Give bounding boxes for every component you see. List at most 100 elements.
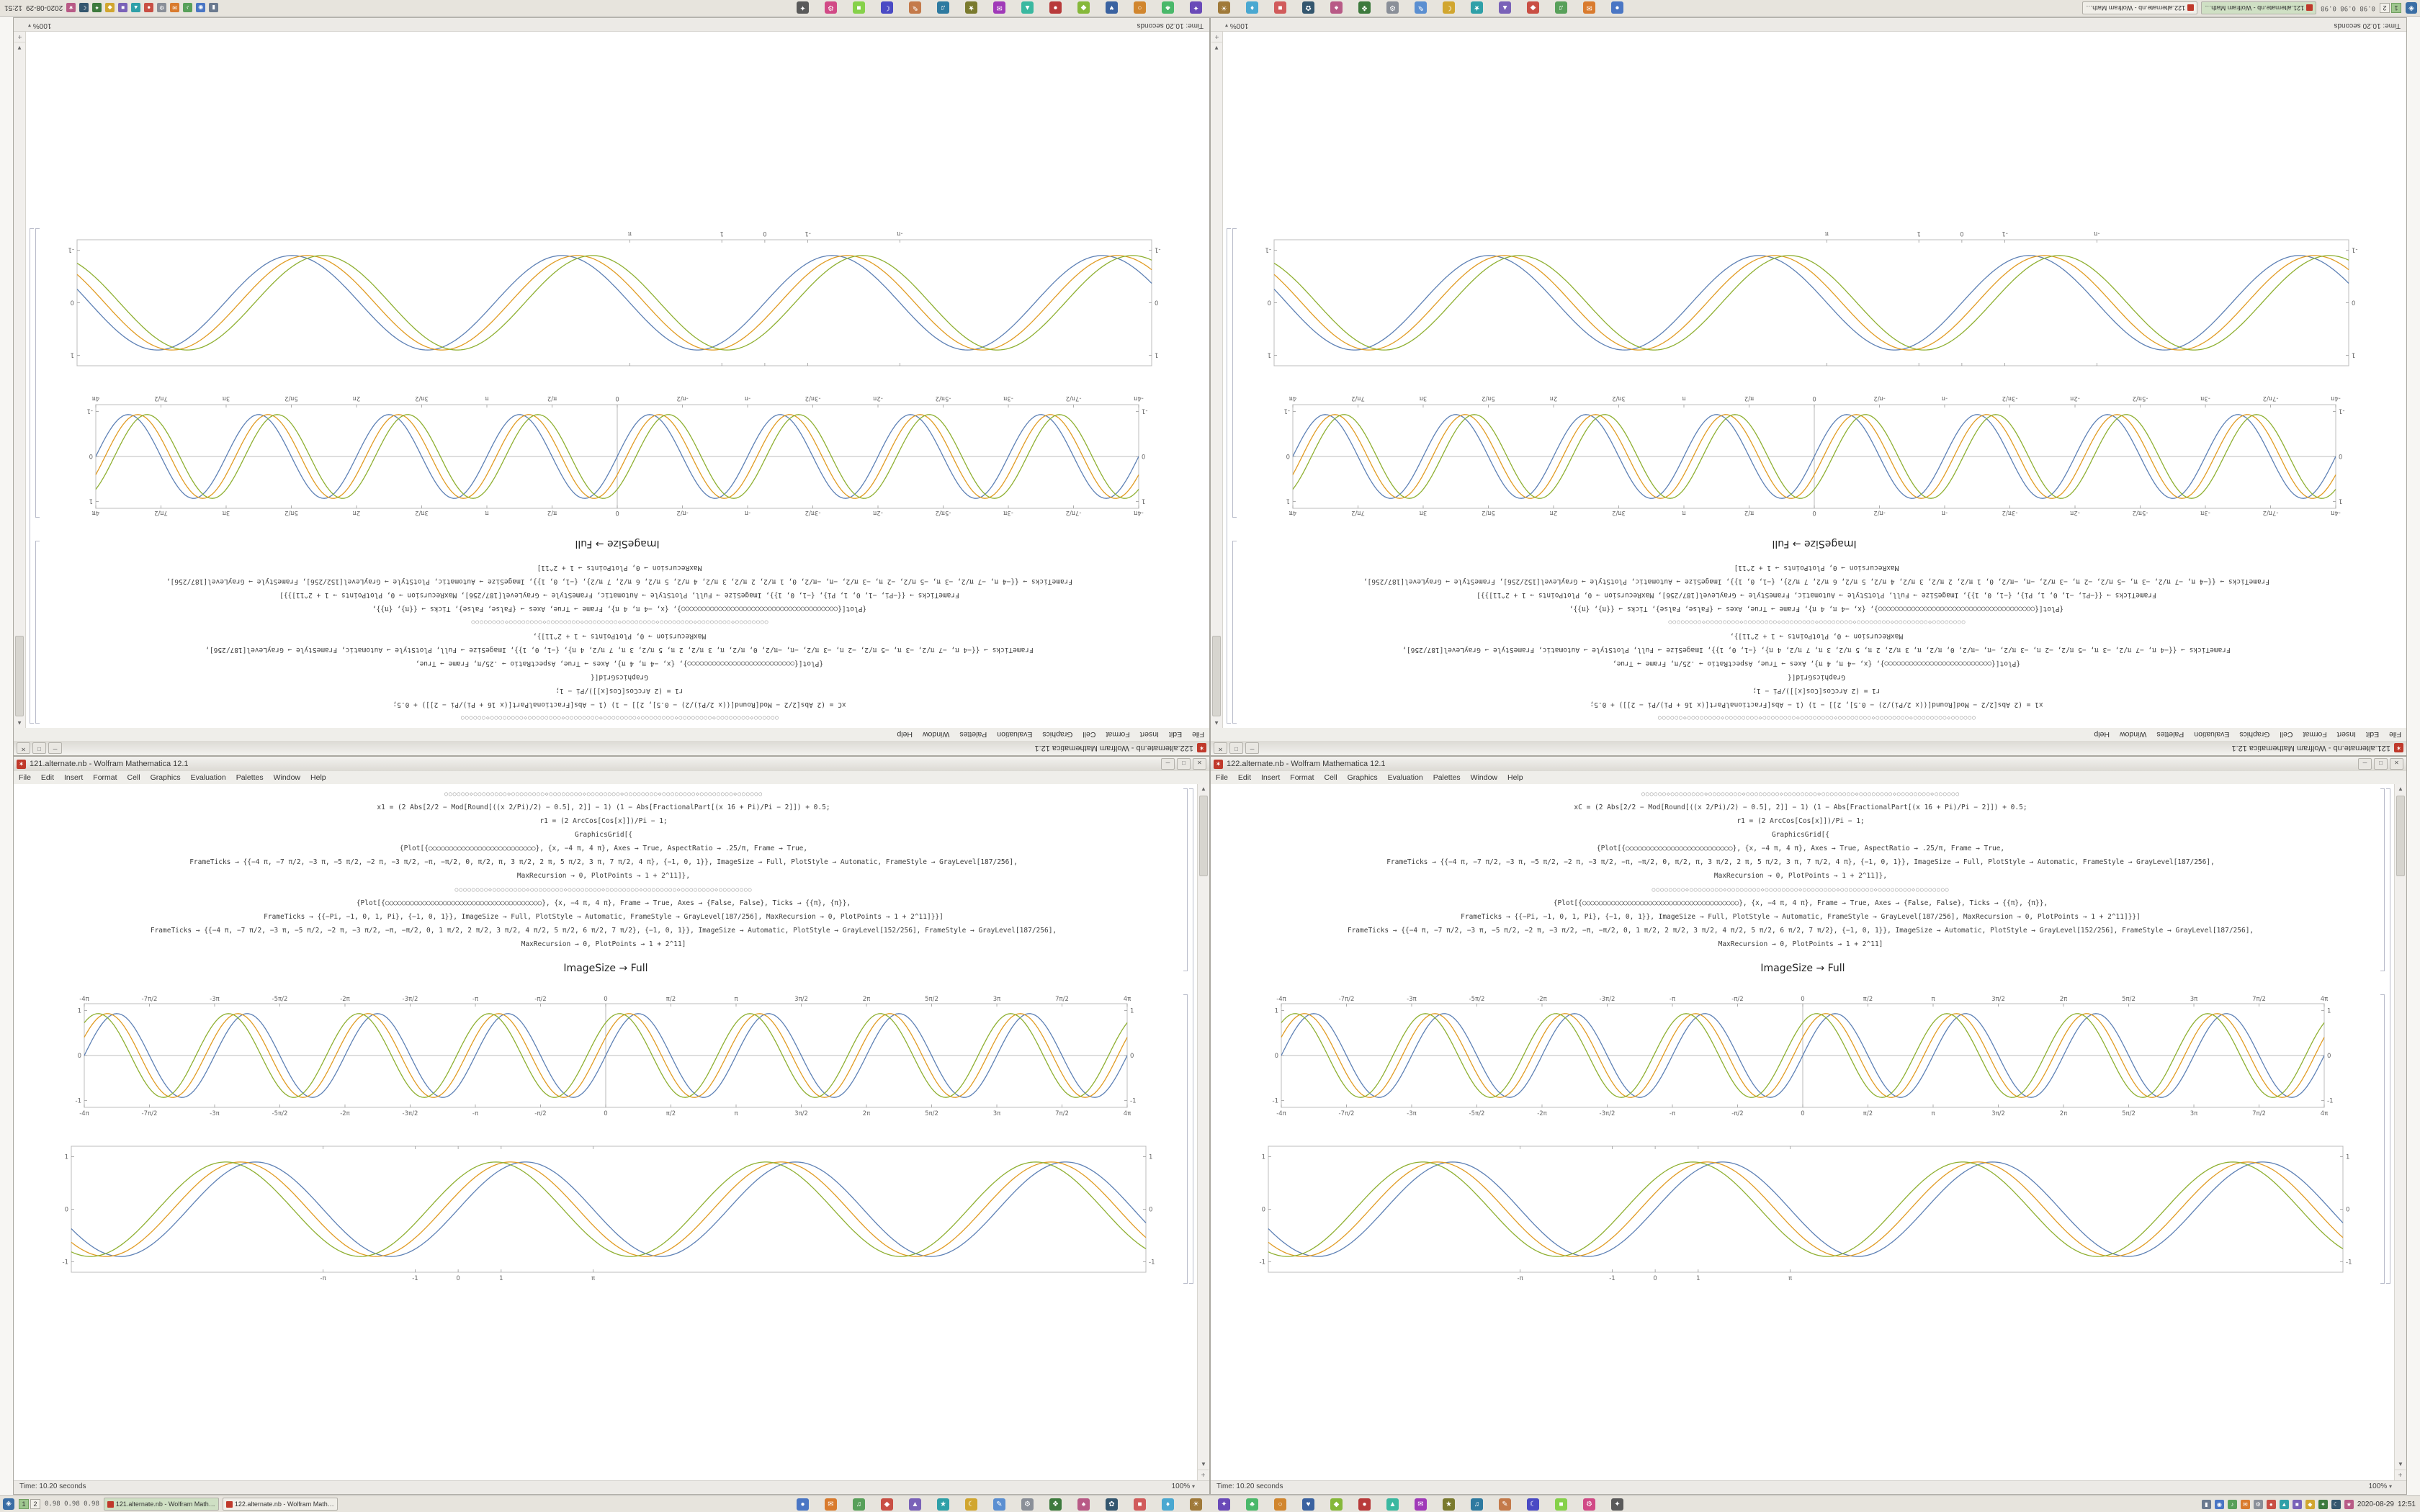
zoom-level[interactable]: 100% ▾ — [2369, 1482, 2392, 1490]
maximize-button[interactable]: □ — [1177, 758, 1191, 770]
cell-bracket[interactable] — [35, 228, 40, 518]
scrollbar-thumb[interactable] — [2396, 796, 2405, 876]
launcher-icon[interactable]: ♣ — [1162, 1, 1174, 14]
menu-help[interactable]: Help — [310, 773, 326, 782]
launcher-icon[interactable]: ✉ — [993, 1, 1005, 14]
notebook-content[interactable]: ○○○○○○◇○○○○○○○○◇○○○○○○○○◇○○○○○○○○◇○○○○○○… — [14, 784, 1209, 1481]
scroll-down-arrow[interactable]: ▼ — [1214, 45, 1219, 51]
menu-cell[interactable]: Cell — [127, 773, 140, 782]
tray-icon[interactable]: ✉ — [2240, 1499, 2250, 1509]
start-menu-icon[interactable]: ◈ — [3, 1498, 14, 1510]
tray-icon[interactable]: ✦ — [2318, 1499, 2328, 1509]
cell-group-bracket[interactable] — [30, 228, 34, 724]
scroll-up-arrow[interactable]: ▲ — [1214, 720, 1219, 726]
clock-time[interactable]: 12:51 — [2397, 1500, 2416, 1508]
menu-window[interactable]: Window — [2119, 730, 2147, 739]
menu-format[interactable]: Format — [1106, 730, 1130, 739]
launcher-icon[interactable]: ◆ — [1077, 1, 1090, 14]
scroll-up-arrow[interactable]: ▲ — [1201, 786, 1206, 792]
zoom-level[interactable]: 100% ▾ — [1172, 1482, 1195, 1490]
launcher-icon[interactable]: ☾ — [881, 1, 893, 14]
launcher-icon[interactable]: ▲ — [1499, 1, 1511, 14]
scrollbar-thumb[interactable] — [1199, 796, 1208, 876]
launcher-icon[interactable]: ★ — [1471, 1, 1483, 14]
menu-help[interactable]: Help — [1507, 773, 1523, 782]
workspace-button[interactable]: 2 — [2380, 3, 2390, 13]
launcher-icon[interactable]: ★ — [937, 1498, 949, 1511]
cell-group-bracket[interactable] — [2386, 788, 2390, 1284]
menu-graphics[interactable]: Graphics — [150, 773, 181, 782]
code-cell[interactable]: ○○○○○○◇○○○○○○○○◇○○○○○○○○◇○○○○○○○○◇○○○○○○… — [1263, 561, 2370, 725]
cell-bracket[interactable] — [2380, 788, 2385, 971]
launcher-icon[interactable]: ■ — [1555, 1498, 1567, 1511]
code-cell[interactable]: ○○○○○○◇○○○○○○○○◇○○○○○○○○◇○○○○○○○○◇○○○○○○… — [1247, 787, 2354, 951]
minimize-button[interactable]: ─ — [1245, 742, 1259, 754]
menu-evaluation[interactable]: Evaluation — [1387, 773, 1423, 782]
menu-insert[interactable]: Insert — [2336, 730, 2356, 739]
code-cell[interactable]: ○○○○○○◇○○○○○○○○◇○○○○○○○○◇○○○○○○○○◇○○○○○○… — [50, 787, 1157, 951]
menu-cell[interactable]: Cell — [1324, 773, 1337, 782]
window-titlebar[interactable]: ✶ 121.alternate.nb - Wolfram Mathematica… — [14, 757, 1209, 772]
menu-insert[interactable]: Insert — [1139, 730, 1159, 739]
tray-icon[interactable]: ◆ — [105, 3, 115, 13]
menu-edit[interactable]: Edit — [2365, 730, 2380, 739]
launcher-icon[interactable]: ⚙ — [825, 1, 837, 14]
launcher-icon[interactable]: ☀ — [1190, 1498, 1202, 1511]
minimize-button[interactable]: ─ — [2358, 758, 2372, 770]
launcher-icon[interactable]: ● — [1049, 1, 1062, 14]
launcher-icon[interactable]: ○ — [1274, 1498, 1286, 1511]
notebook-content[interactable]: ○○○○○○◇○○○○○○○○◇○○○○○○○○◇○○○○○○○○◇○○○○○○… — [14, 31, 1209, 728]
launcher-icon[interactable]: ♠ — [1330, 1, 1343, 14]
menu-palettes[interactable]: Palettes — [1433, 773, 1461, 782]
magnify-plus-button[interactable]: + — [1211, 31, 1222, 42]
menu-graphics[interactable]: Graphics — [1042, 730, 1073, 739]
launcher-icon[interactable]: ◆ — [881, 1498, 893, 1511]
scroll-up-arrow[interactable]: ▲ — [17, 720, 22, 726]
cell-bracket[interactable] — [1232, 228, 1237, 518]
launcher-icon[interactable]: ✉ — [825, 1498, 837, 1511]
launcher-icon[interactable]: ♫ — [1555, 1, 1567, 14]
cell-bracket[interactable] — [1183, 994, 1188, 1284]
start-menu-icon[interactable]: ◈ — [2406, 2, 2417, 14]
launcher-icon[interactable]: ● — [1611, 1, 1623, 14]
launcher-icon[interactable]: ✎ — [909, 1, 921, 14]
menu-format[interactable]: Format — [1290, 773, 1314, 782]
vertical-scrollbar[interactable]: ▲ ▼ + — [1197, 784, 1209, 1481]
workspace-button[interactable]: 1 — [2391, 3, 2401, 13]
magnify-plus-button[interactable]: + — [1198, 1470, 1209, 1481]
tray-icon[interactable]: ✉ — [170, 3, 180, 13]
menu-file[interactable]: File — [2389, 730, 2401, 739]
launcher-icon[interactable]: ✦ — [1190, 1, 1202, 14]
menu-file[interactable]: File — [19, 773, 31, 782]
menu-graphics[interactable]: Graphics — [1347, 773, 1378, 782]
cell-bracket[interactable] — [2380, 994, 2385, 1284]
close-button[interactable]: ✕ — [2390, 758, 2403, 770]
vertical-scrollbar[interactable]: ▲ ▼ + — [14, 31, 26, 728]
workspace-button[interactable]: 2 — [30, 1499, 40, 1509]
launcher-icon[interactable]: ✦ — [1218, 1498, 1230, 1511]
menu-format[interactable]: Format — [2303, 730, 2327, 739]
launcher-icon[interactable]: ♦ — [1162, 1498, 1174, 1511]
tray-icon[interactable]: ▲ — [2279, 1499, 2289, 1509]
menu-window[interactable]: Window — [273, 773, 301, 782]
launcher-icon[interactable]: ⚙ — [1583, 1498, 1595, 1511]
tray-icon[interactable]: ⚙ — [2253, 1499, 2263, 1509]
tray-icon[interactable]: ▮ — [209, 3, 219, 13]
launcher-icon[interactable]: ▲ — [1021, 1, 1034, 14]
maximize-button[interactable]: □ — [1229, 742, 1243, 754]
menu-format[interactable]: Format — [93, 773, 117, 782]
menu-help[interactable]: Help — [2094, 730, 2110, 739]
menu-cell[interactable]: Cell — [1083, 730, 1096, 739]
launcher-icon[interactable]: ☾ — [1527, 1498, 1539, 1511]
scrollbar-thumb[interactable] — [1212, 636, 1221, 716]
cell-bracket[interactable] — [1232, 541, 1237, 724]
taskbar-window-button[interactable]: 121.alternate.nb - Wolfram Mathematica 1… — [2201, 1, 2317, 14]
notebook-content[interactable]: ○○○○○○◇○○○○○○○○◇○○○○○○○○◇○○○○○○○○◇○○○○○○… — [1211, 784, 2406, 1481]
launcher-icon[interactable]: ▲ — [1386, 1498, 1399, 1511]
launcher-icon[interactable]: ☾ — [1443, 1, 1455, 14]
menu-evaluation[interactable]: Evaluation — [190, 773, 226, 782]
scroll-down-arrow[interactable]: ▼ — [2398, 1461, 2403, 1467]
tray-icon[interactable]: ▮ — [2201, 1499, 2211, 1509]
close-button[interactable]: ✕ — [1214, 742, 1227, 754]
tray-icon[interactable]: ★ — [2344, 1499, 2354, 1509]
